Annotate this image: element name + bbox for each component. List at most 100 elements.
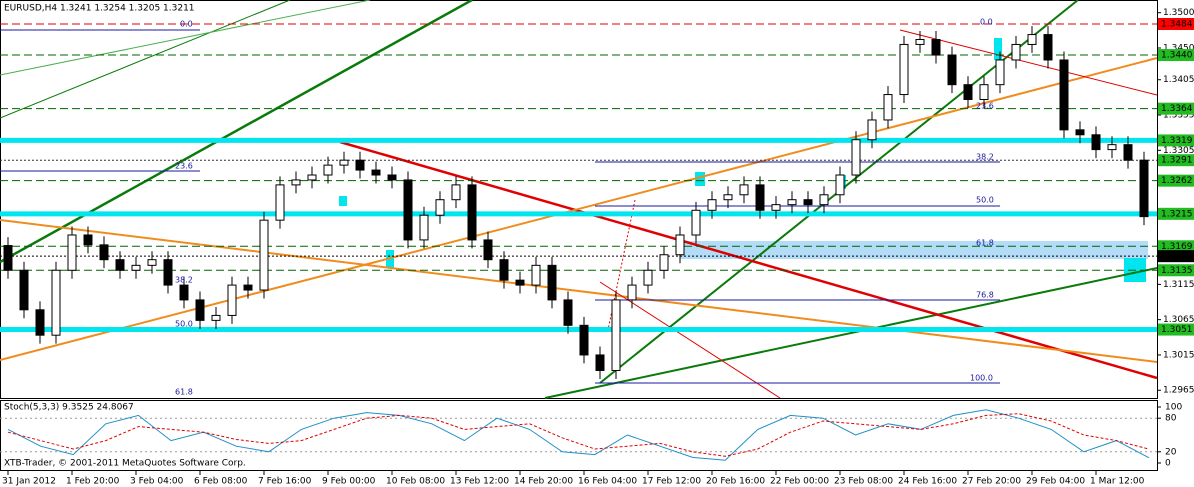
zone: [680, 241, 1148, 259]
x-tick-label: 7 Feb 16:00: [258, 477, 312, 487]
level-label: 1.3319: [1161, 136, 1193, 146]
fib-label: 0.0: [180, 20, 193, 29]
y-tick-label: 1.3015: [1163, 350, 1194, 360]
candle-body: [243, 284, 253, 291]
candle-body: [259, 219, 269, 291]
candle-body: [307, 174, 317, 181]
candle-body: [451, 184, 461, 201]
candle-body: [387, 174, 397, 181]
fib-label: 50.0: [976, 196, 994, 205]
level-label-box: [1158, 134, 1194, 147]
candle-body: [131, 264, 141, 271]
candle-body: [995, 59, 1005, 86]
indicator-title: Stoch(5,3,3) 9.3525 24.8067: [4, 403, 134, 413]
candle-body: [211, 314, 221, 321]
candle-body: [499, 259, 509, 281]
zone: [695, 172, 705, 186]
x-tick-label: 29 Feb 04:00: [1026, 477, 1085, 487]
candle-body: [1075, 129, 1085, 136]
candle-body: [707, 199, 717, 211]
x-tick-label: 17 Feb 12:00: [642, 477, 701, 487]
level-label: 1.3440: [1161, 51, 1193, 61]
candle-body: [35, 309, 45, 336]
y-tick-label: 1.3355: [1163, 111, 1194, 121]
candle-body: [339, 159, 349, 166]
candle-body: [19, 269, 29, 311]
candle-body: [435, 199, 445, 216]
level-label-box: [1158, 154, 1194, 167]
candle-body: [675, 234, 685, 256]
level-label-box: [1158, 264, 1194, 277]
candle-body: [483, 239, 493, 261]
x-tick-label: 20 Feb 16:00: [706, 477, 765, 487]
candle-body: [819, 194, 829, 206]
x-tick-label: 23 Feb 08:00: [834, 477, 893, 487]
candle-body: [787, 199, 797, 206]
chart-header: EURUSD,H4 1.3241 1.3254 1.3205 1.3211: [4, 4, 195, 14]
x-tick-label: 31 Jan 2012: [2, 477, 56, 487]
fib-label: 61.8: [175, 388, 193, 397]
candle-body: [947, 54, 957, 86]
candle-body: [883, 94, 893, 121]
y-tick-label: 1.3305: [1163, 146, 1194, 156]
candle-body: [803, 199, 813, 206]
level-label: 1.3135: [1161, 266, 1193, 276]
candle-body: [1027, 34, 1037, 45]
fib-label: 23.6: [976, 102, 994, 111]
candle-body: [627, 284, 637, 301]
y-tick-label: 1.3450: [1163, 43, 1194, 53]
candle-body: [963, 84, 973, 101]
level-label-box: [1158, 207, 1194, 220]
x-tick-label: 6 Feb 08:00: [194, 477, 248, 487]
candle-body: [659, 254, 669, 271]
trend-line: [0, 0, 291, 119]
trend-line: [599, 281, 781, 399]
level-label-box: [1158, 102, 1194, 115]
candle-body: [739, 184, 749, 196]
y-tick-label: 20: [1165, 447, 1177, 457]
zone: [994, 38, 1002, 60]
candle-body: [147, 259, 157, 266]
candle-body: [1011, 43, 1021, 61]
x-tick-label: 22 Feb 00:00: [770, 477, 829, 487]
zone: [339, 196, 347, 206]
level-label: 1.3291: [1161, 156, 1193, 166]
level-label: 1.3051: [1161, 325, 1193, 335]
candle-body: [227, 284, 237, 316]
x-tick-label: 14 Feb 20:00: [514, 477, 573, 487]
candle-body: [1091, 134, 1101, 151]
candle-body: [723, 194, 733, 201]
level-label-box: [1158, 17, 1194, 30]
candle-body: [355, 159, 365, 171]
stoch-panel: [0, 400, 1158, 471]
candle-body: [915, 39, 925, 45]
y-tick-label: 1.3115: [1163, 280, 1194, 290]
stoch-line: [7, 413, 1150, 457]
stoch-line: [7, 409, 1150, 461]
y-tick-label: 1.3500: [1163, 8, 1194, 18]
trend-line: [899, 29, 1158, 96]
candle-body: [67, 234, 77, 271]
candle-body: [595, 354, 605, 371]
candle-body: [691, 209, 701, 236]
candle-body: [195, 299, 205, 321]
candle-body: [931, 39, 941, 56]
candle-body: [515, 279, 525, 286]
x-tick-label: 16 Feb 04:00: [578, 477, 637, 487]
level-label-box: [1158, 240, 1194, 253]
level-label: 1.3484: [1161, 19, 1193, 29]
candle-body: [323, 164, 333, 176]
level-label: 1.3169: [1161, 242, 1193, 252]
candle-body: [371, 169, 381, 176]
candle-body: [99, 244, 109, 261]
candle-body: [467, 184, 477, 241]
y-tick-label: 1.2965: [1163, 386, 1194, 396]
x-tick-label: 13 Feb 12:00: [450, 477, 509, 487]
level-label: 1.3155: [1161, 252, 1193, 262]
copyright: XTB-Trader, © 2001-2011 MetaQuotes Softw…: [4, 459, 246, 469]
candle-body: [563, 299, 573, 326]
fib-label: 0.0: [980, 18, 993, 27]
candle-body: [835, 174, 845, 196]
level-label-box: [1158, 174, 1194, 187]
candle-body: [275, 184, 285, 221]
